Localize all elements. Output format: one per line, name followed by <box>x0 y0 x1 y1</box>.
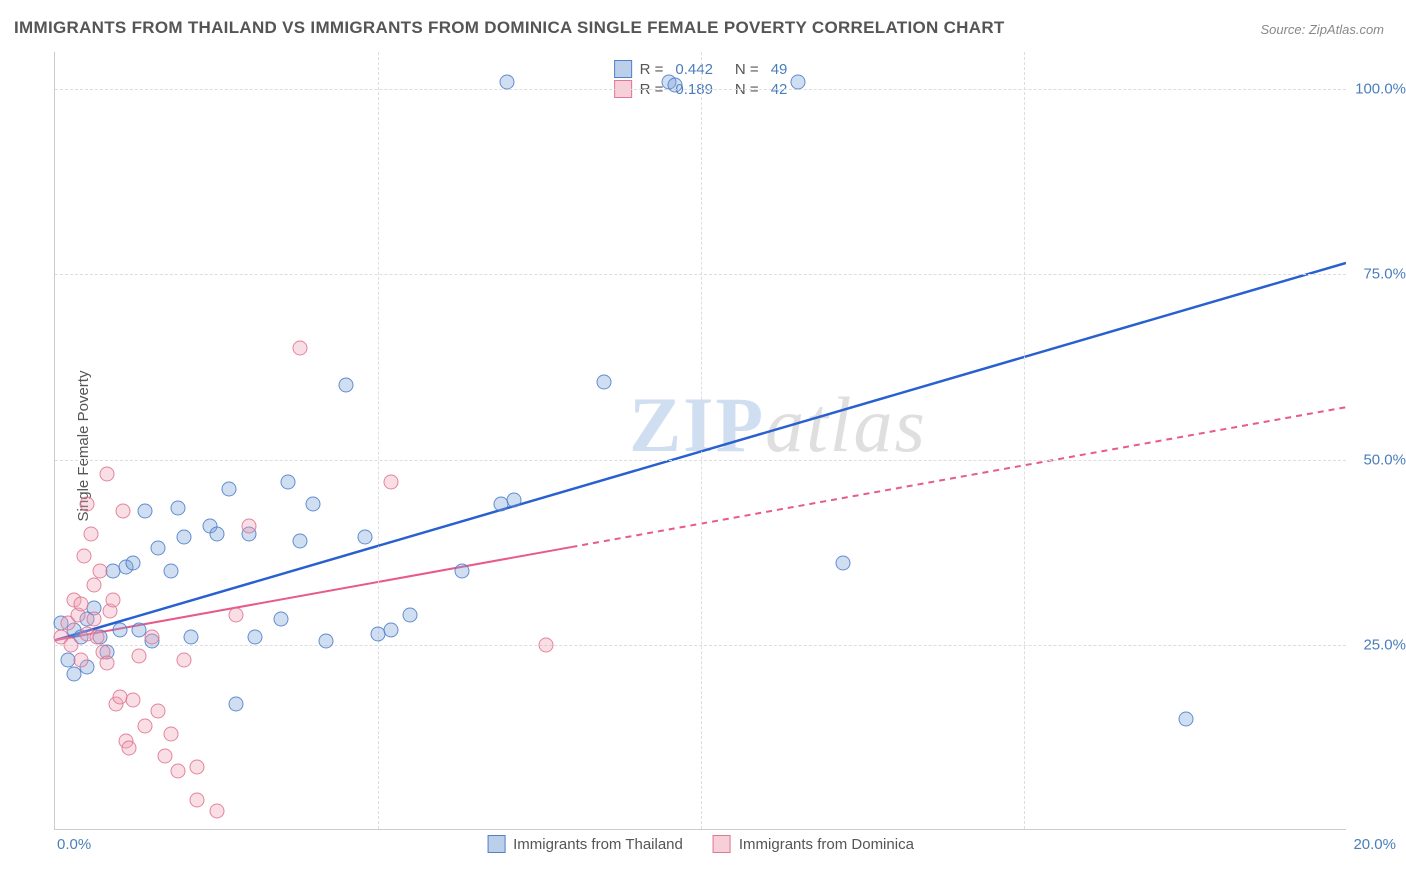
data-point <box>112 622 127 637</box>
data-point <box>597 374 612 389</box>
gridline-v <box>1024 52 1025 829</box>
data-point <box>83 526 98 541</box>
data-point <box>668 78 683 93</box>
data-point <box>89 630 104 645</box>
source-attribution: Source: ZipAtlas.com <box>1260 22 1384 37</box>
chart-container: IMMIGRANTS FROM THAILAND VS IMMIGRANTS F… <box>0 0 1406 892</box>
data-point <box>164 563 179 578</box>
data-point <box>293 341 308 356</box>
data-point <box>73 597 88 612</box>
legend-r-label: R = <box>640 61 664 78</box>
data-point <box>274 611 289 626</box>
data-point <box>122 741 137 756</box>
data-point <box>164 726 179 741</box>
data-point <box>500 74 515 89</box>
data-point <box>80 496 95 511</box>
chart-title: IMMIGRANTS FROM THAILAND VS IMMIGRANTS F… <box>14 18 1005 38</box>
legend-series: Immigrants from Thailand Immigrants from… <box>487 835 914 853</box>
data-point <box>99 656 114 671</box>
data-point <box>538 637 553 652</box>
watermark-atlas: atlas <box>765 381 927 468</box>
data-point <box>228 608 243 623</box>
data-point <box>209 526 224 541</box>
data-point <box>144 630 159 645</box>
data-point <box>338 378 353 393</box>
data-point <box>131 648 146 663</box>
data-point <box>241 519 256 534</box>
xtick-label: 20.0% <box>1353 836 1396 853</box>
data-point <box>177 530 192 545</box>
data-point <box>64 637 79 652</box>
data-point <box>99 467 114 482</box>
data-point <box>190 793 205 808</box>
data-point <box>125 556 140 571</box>
data-point <box>138 719 153 734</box>
data-point <box>138 504 153 519</box>
ytick-label: 75.0% <box>1351 266 1406 283</box>
data-point <box>115 504 130 519</box>
watermark-zip: ZIP <box>629 381 765 468</box>
data-point <box>293 534 308 549</box>
ytick-label: 25.0% <box>1351 636 1406 653</box>
legend-label-dominica: Immigrants from Dominica <box>739 836 914 853</box>
data-point <box>170 763 185 778</box>
data-point <box>86 578 101 593</box>
data-point <box>151 541 166 556</box>
data-point <box>836 556 851 571</box>
data-point <box>383 622 398 637</box>
watermark: ZIPatlas <box>629 380 927 470</box>
data-point <box>790 74 805 89</box>
data-point <box>403 608 418 623</box>
legend-swatch-thailand <box>614 60 632 78</box>
gridline-v <box>701 52 702 829</box>
legend-swatch-dominica-icon <box>713 835 731 853</box>
data-point <box>157 748 172 763</box>
data-point <box>177 652 192 667</box>
gridline-v <box>378 52 379 829</box>
data-point <box>106 593 121 608</box>
data-point <box>454 563 469 578</box>
data-point <box>248 630 263 645</box>
plot-area: ZIPatlas R = 0.442 N = 49 R = 0.189 N = … <box>54 52 1346 830</box>
data-point <box>190 760 205 775</box>
data-point <box>306 496 321 511</box>
legend-item-dominica: Immigrants from Dominica <box>713 835 914 853</box>
data-point <box>228 697 243 712</box>
data-point <box>358 530 373 545</box>
legend-n-value-1: 49 <box>771 61 788 78</box>
data-point <box>209 804 224 819</box>
xtick-label: 0.0% <box>57 836 91 853</box>
legend-label-thailand: Immigrants from Thailand <box>513 836 683 853</box>
data-point <box>222 482 237 497</box>
data-point <box>1178 711 1193 726</box>
data-point <box>280 474 295 489</box>
data-point <box>506 493 521 508</box>
legend-r-value-1: 0.442 <box>675 61 713 78</box>
data-point <box>86 611 101 626</box>
data-point <box>125 693 140 708</box>
legend-n-label: N = <box>735 61 759 78</box>
data-point <box>183 630 198 645</box>
data-point <box>77 548 92 563</box>
legend-item-thailand: Immigrants from Thailand <box>487 835 683 853</box>
data-point <box>73 652 88 667</box>
ytick-label: 100.0% <box>1351 81 1406 98</box>
data-point <box>383 474 398 489</box>
ytick-label: 50.0% <box>1351 451 1406 468</box>
data-point <box>319 634 334 649</box>
data-point <box>170 500 185 515</box>
legend-swatch-thailand-icon <box>487 835 505 853</box>
data-point <box>151 704 166 719</box>
data-point <box>93 563 108 578</box>
